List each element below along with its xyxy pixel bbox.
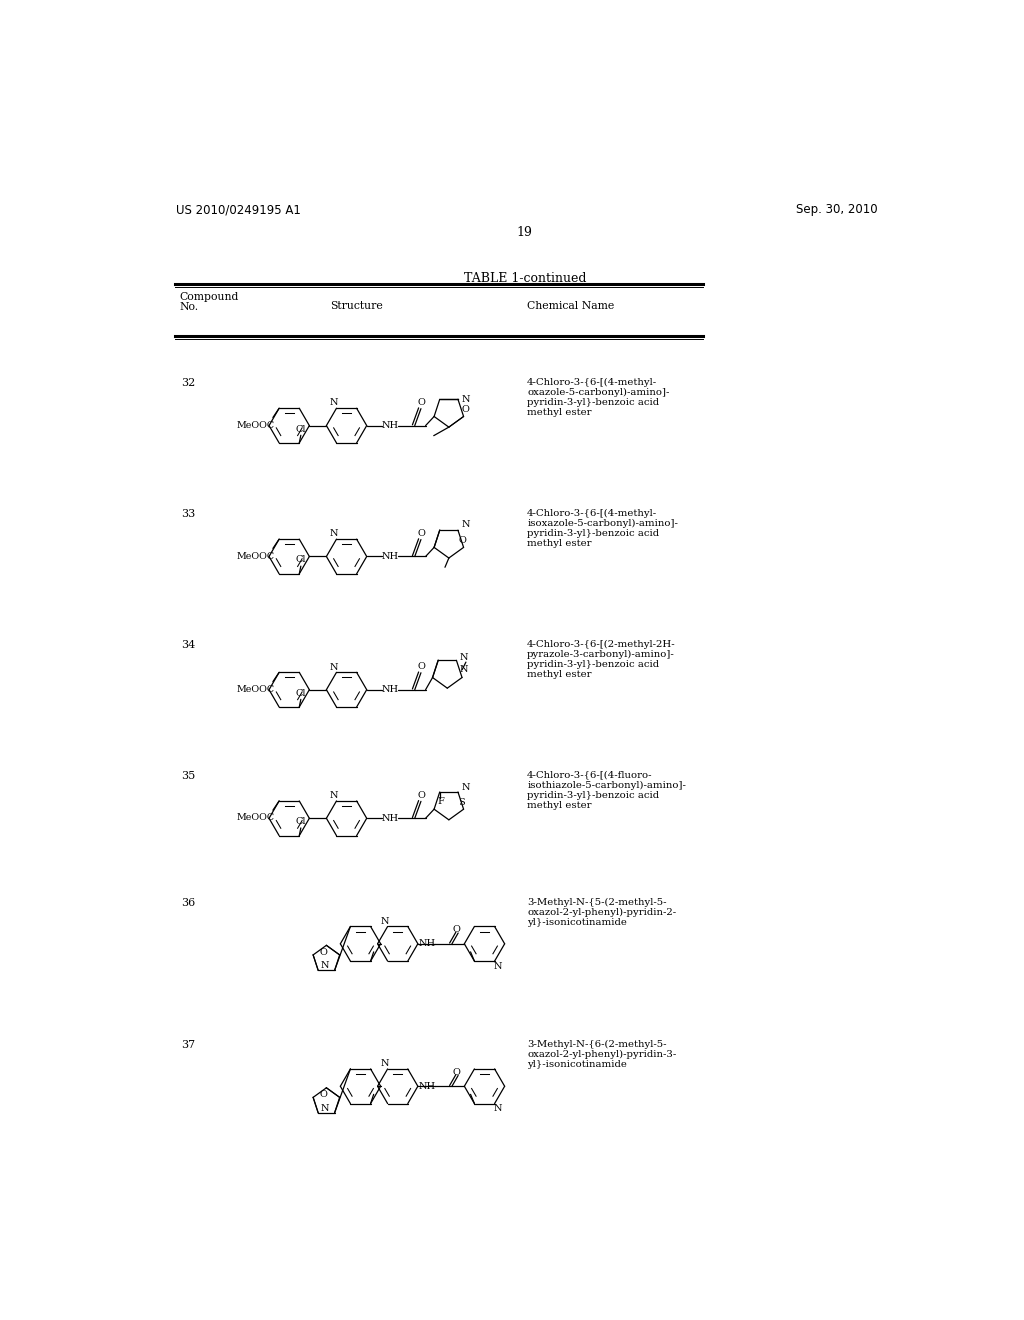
Text: US 2010/0249195 A1: US 2010/0249195 A1: [176, 203, 301, 216]
Text: N: N: [321, 1104, 330, 1113]
Text: 4-Chloro-3-{6-[(2-methyl-2H-: 4-Chloro-3-{6-[(2-methyl-2H-: [527, 640, 676, 648]
Text: O: O: [418, 791, 426, 800]
Text: N: N: [329, 663, 338, 672]
Text: O: O: [458, 536, 466, 545]
Text: isothiazole-5-carbonyl)-amino]-: isothiazole-5-carbonyl)-amino]-: [527, 780, 686, 789]
Text: pyridin-3-yl}-benzoic acid: pyridin-3-yl}-benzoic acid: [527, 397, 659, 407]
Text: MeOOC: MeOOC: [237, 552, 274, 561]
Text: Sep. 30, 2010: Sep. 30, 2010: [796, 203, 878, 216]
Text: NH: NH: [381, 421, 398, 430]
Text: O: O: [418, 663, 426, 671]
Text: N: N: [494, 1105, 502, 1114]
Text: 33: 33: [180, 508, 195, 519]
Text: O: O: [319, 1090, 328, 1100]
Text: pyridin-3-yl}-benzoic acid: pyridin-3-yl}-benzoic acid: [527, 660, 659, 669]
Text: Compound: Compound: [179, 293, 239, 302]
Text: Cl: Cl: [296, 556, 306, 565]
Text: oxazol-2-yl-phenyl)-pyridin-2-: oxazol-2-yl-phenyl)-pyridin-2-: [527, 908, 676, 916]
Text: Cl: Cl: [296, 817, 306, 826]
Text: 3-Methyl-N-{5-(2-methyl-5-: 3-Methyl-N-{5-(2-methyl-5-: [527, 898, 667, 907]
Text: methyl ester: methyl ester: [527, 408, 592, 417]
Text: NH: NH: [419, 1082, 436, 1090]
Text: 4-Chloro-3-{6-[(4-methyl-: 4-Chloro-3-{6-[(4-methyl-: [527, 508, 657, 517]
Text: 4-Chloro-3-{6-[(4-fluoro-: 4-Chloro-3-{6-[(4-fluoro-: [527, 771, 652, 780]
Text: N: N: [321, 961, 330, 970]
Text: NH: NH: [381, 552, 398, 561]
Text: F: F: [438, 797, 444, 805]
Text: N: N: [460, 652, 468, 661]
Text: N: N: [494, 962, 502, 972]
Text: NH: NH: [381, 814, 398, 822]
Text: pyridin-3-yl}-benzoic acid: pyridin-3-yl}-benzoic acid: [527, 791, 659, 800]
Text: O: O: [462, 405, 470, 414]
Text: O: O: [453, 1068, 461, 1077]
Text: 4-Chloro-3-{6-[(4-methyl-: 4-Chloro-3-{6-[(4-methyl-: [527, 378, 657, 387]
Text: Structure: Structure: [331, 301, 383, 310]
Text: TABLE 1-continued: TABLE 1-continued: [464, 272, 586, 285]
Text: O: O: [418, 529, 426, 537]
Text: 34: 34: [180, 640, 195, 649]
Text: methyl ester: methyl ester: [527, 539, 592, 548]
Text: N: N: [329, 399, 338, 408]
Text: 3-Methyl-N-{6-(2-methyl-5-: 3-Methyl-N-{6-(2-methyl-5-: [527, 1040, 667, 1049]
Text: 36: 36: [180, 898, 195, 908]
Text: N: N: [380, 1059, 389, 1068]
Text: N: N: [329, 791, 338, 800]
Text: Cl: Cl: [296, 689, 306, 698]
Text: Cl: Cl: [296, 425, 306, 433]
Text: MeOOC: MeOOC: [237, 685, 274, 694]
Text: yl}-isonicotinamide: yl}-isonicotinamide: [527, 917, 627, 927]
Text: S: S: [458, 797, 465, 807]
Text: 37: 37: [180, 1040, 195, 1049]
Text: N: N: [380, 916, 389, 925]
Text: methyl ester: methyl ester: [527, 800, 592, 809]
Text: No.: No.: [179, 302, 199, 313]
Text: pyrazole-3-carbonyl)-amino]-: pyrazole-3-carbonyl)-amino]-: [527, 649, 675, 659]
Text: oxazole-5-carbonyl)-amino]-: oxazole-5-carbonyl)-amino]-: [527, 388, 670, 397]
Text: O: O: [418, 399, 426, 407]
Text: MeOOC: MeOOC: [237, 813, 274, 822]
Text: N: N: [462, 783, 470, 792]
Text: N: N: [462, 395, 470, 404]
Text: Chemical Name: Chemical Name: [527, 301, 614, 310]
Text: 32: 32: [180, 378, 195, 388]
Text: O: O: [319, 948, 328, 957]
Text: MeOOC: MeOOC: [237, 421, 274, 430]
Text: pyridin-3-yl}-benzoic acid: pyridin-3-yl}-benzoic acid: [527, 529, 659, 537]
Text: NH: NH: [419, 940, 436, 948]
Text: N: N: [462, 520, 470, 528]
Text: oxazol-2-yl-phenyl)-pyridin-3-: oxazol-2-yl-phenyl)-pyridin-3-: [527, 1051, 677, 1059]
Text: N: N: [460, 665, 468, 675]
Text: NH: NH: [381, 685, 398, 694]
Text: 35: 35: [180, 771, 195, 780]
Text: 19: 19: [517, 226, 532, 239]
Text: isoxazole-5-carbonyl)-amino]-: isoxazole-5-carbonyl)-amino]-: [527, 519, 678, 528]
Text: O: O: [453, 925, 461, 935]
Text: yl}-isonicotinamide: yl}-isonicotinamide: [527, 1060, 627, 1069]
Text: N: N: [329, 529, 338, 539]
Text: methyl ester: methyl ester: [527, 669, 592, 678]
